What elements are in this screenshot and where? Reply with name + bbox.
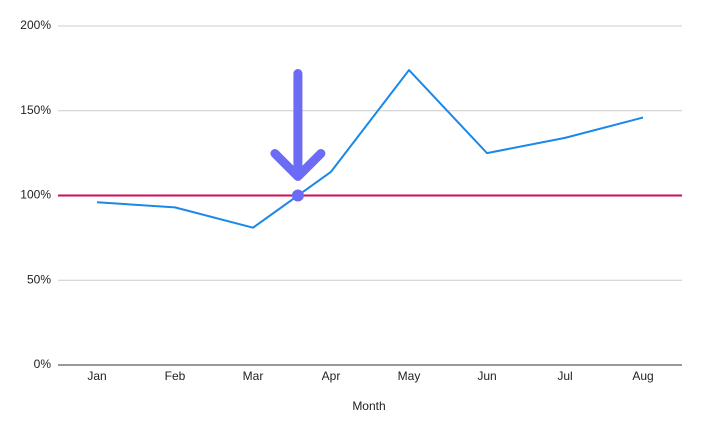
x-tick-label: May bbox=[398, 369, 421, 383]
data-line bbox=[96, 69, 644, 229]
x-tick-label: Aug bbox=[632, 369, 653, 383]
annotation-arrow bbox=[270, 69, 326, 181]
y-tick-label: 50% bbox=[27, 272, 51, 286]
x-tick-label: Jul bbox=[557, 369, 572, 383]
crossing-marker bbox=[291, 189, 304, 202]
x-tick-label: Jan bbox=[87, 369, 106, 383]
y-tick-label: 150% bbox=[20, 103, 51, 117]
y-tick-label: 0% bbox=[34, 357, 52, 371]
x-tick-label: Apr bbox=[322, 369, 341, 383]
x-tick-label: Feb bbox=[165, 369, 186, 383]
x-tick-label: Jun bbox=[477, 369, 496, 383]
x-axis-title: Month bbox=[352, 399, 385, 413]
y-tick-label: 100% bbox=[20, 188, 51, 202]
x-tick-label: Mar bbox=[243, 369, 264, 383]
y-tick-label: 200% bbox=[20, 18, 51, 32]
